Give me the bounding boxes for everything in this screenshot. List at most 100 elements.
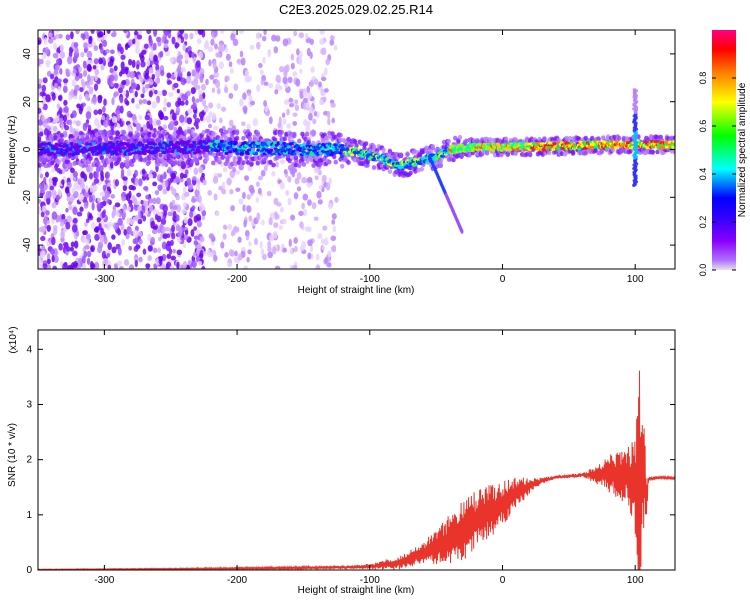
spectrogram-cell: [457, 135, 463, 140]
spectrogram-cell: [145, 194, 150, 200]
spectrogram-cell: [193, 226, 197, 231]
spectrogram-cell: [90, 263, 96, 269]
spectrogram-cell: [311, 163, 316, 168]
spectrogram-cell: [88, 172, 94, 180]
spectrogram-cell: [73, 182, 79, 190]
spectrogram-cell: [149, 123, 153, 131]
spectrogram-cell: [101, 115, 106, 122]
spectrogram-cell: [307, 239, 313, 247]
spectrogram-cell: [75, 30, 80, 35]
spectrogram-cell: [144, 114, 150, 121]
spectrogram-cell: [316, 190, 322, 199]
spectrogram-cell: [527, 152, 533, 158]
spectrogram-cell: [227, 223, 233, 231]
spectrogram-cell: [248, 95, 253, 101]
spectrogram-cell: [228, 150, 233, 154]
spectrogram-cell: [72, 171, 78, 178]
spectrogram-cell: [271, 162, 276, 168]
spectrogram-cell: [127, 127, 133, 133]
spectrogram-cell: [60, 148, 65, 152]
spectrogram-cell: [131, 113, 137, 121]
spectrogram-cell: [166, 72, 172, 79]
spectrogram-cell: [322, 225, 328, 231]
spectrogram-cell: [121, 148, 126, 152]
spectrogram-cell: [287, 76, 293, 84]
spectrogram-cell: [111, 210, 115, 219]
spectrogram-cell: [158, 133, 163, 139]
spectrogram-cell: [51, 202, 57, 209]
spectrogram-cell: [86, 218, 90, 223]
spectrogram-cell: [38, 206, 41, 214]
spectrogram-cell: [278, 224, 283, 230]
spectrogram-cell: [58, 243, 63, 251]
spectrogram-cell: [96, 202, 102, 210]
spectrogram-cell: [88, 86, 94, 95]
spectrogram-cell: [94, 69, 100, 76]
spectrogram-cell: [42, 77, 48, 84]
spectrogram-cell: [159, 174, 164, 183]
spectrogram-cell: [119, 161, 125, 170]
spectrogram-cell: [82, 70, 88, 77]
spectrogram-cell: [371, 158, 376, 162]
spectrogram-cell: [147, 244, 153, 252]
spectrogram-cell: [193, 235, 199, 240]
spectrogram-cell: [189, 210, 194, 218]
spectrogram-cell: [136, 34, 143, 40]
spectrogram-cell: [64, 124, 70, 131]
spectrogram-cell: [152, 197, 157, 205]
spectrogram-cell: [562, 151, 568, 157]
spectrogram-cell: [113, 222, 119, 231]
spectrogram-cell: [83, 250, 88, 258]
spectrogram-cell: [285, 64, 290, 73]
spectrogram-cell: [628, 149, 633, 154]
spectrogram-cell: [69, 246, 74, 252]
spectrogram-cell: [42, 122, 48, 128]
spectrogram-cell: [138, 99, 143, 105]
spectrogram-cell: [62, 85, 68, 93]
spectrogram-cell: [296, 48, 300, 56]
spectrogram-cell: [194, 30, 199, 35]
spectrogram-cell: [72, 217, 78, 224]
spectrogram-cell: [230, 133, 235, 139]
spectrogram-cell: [51, 166, 55, 173]
spectrogram-cell: [169, 201, 174, 210]
spectrogram-cell: [247, 136, 252, 141]
spectrogram-cell: [57, 95, 62, 101]
spectrogram-cell: [133, 205, 139, 211]
spectrogram-cell: [78, 73, 83, 79]
spectrogram-cell: [111, 142, 116, 146]
spectrogram-cell: [169, 57, 174, 63]
spectrogram-cell: [80, 182, 85, 190]
spectrogram-cell: [182, 43, 186, 52]
spectrogram-cell: [93, 178, 100, 184]
spectrogram-cell: [266, 190, 272, 197]
spectrogram-cell: [117, 228, 122, 236]
spectrogram-cell: [280, 159, 285, 165]
spectrogram-cell: [148, 117, 153, 125]
spectrogram-cell: [52, 178, 57, 187]
spectrogram-cell: [165, 179, 169, 188]
spectrogram-cell: [65, 221, 71, 230]
spectrogram-cell: [65, 207, 69, 213]
spectrogram-cell: [40, 235, 46, 242]
spectrogram-cell: [201, 172, 205, 178]
spectrogram-cell: [182, 243, 187, 248]
spectrogram-cell: [172, 248, 177, 254]
spectrogram-cell: [123, 136, 128, 142]
spectrogram-cell: [287, 134, 292, 143]
spectrogram-cell: [86, 64, 92, 71]
spectrogram-cell: [167, 147, 172, 151]
spectrogram-cell: [104, 178, 109, 185]
spectrogram-cell: [219, 139, 224, 143]
spectrogram-cell: [56, 58, 60, 65]
spectrogram-cell: [505, 152, 510, 158]
spectrogram-cell: [47, 37, 54, 44]
spectrogram-cell: [122, 176, 128, 181]
spectrogram-cell: [42, 105, 48, 111]
spectrogram-cell: [193, 132, 198, 138]
spectrogram-cell: [62, 242, 69, 247]
spectrogram-cell: [331, 117, 335, 124]
spectrogram-cell: [94, 74, 98, 82]
spectrogram-cell: [204, 40, 210, 48]
spectrogram-cell: [171, 112, 177, 121]
